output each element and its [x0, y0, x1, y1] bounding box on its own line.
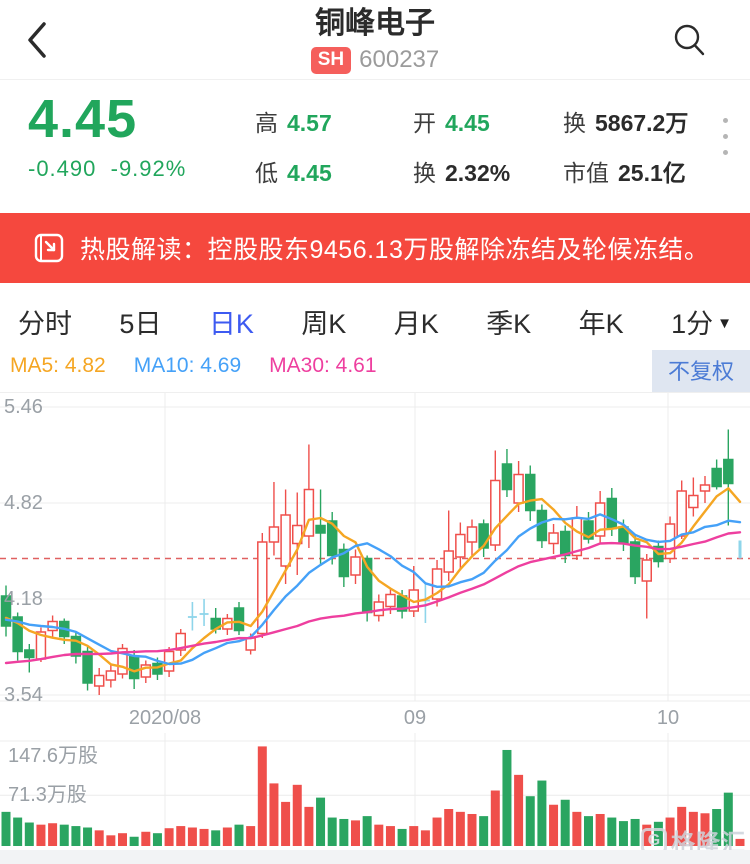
tab-5day[interactable]: 5日	[119, 308, 162, 339]
stat-high: 高 4.57	[255, 110, 332, 136]
ma10-value: MA10: 4.69	[133, 354, 242, 377]
bottom-strip	[0, 850, 750, 864]
banner-text: 热股解读：控股股东9456.13万股解除冻结及轮候冻结。	[80, 236, 710, 264]
ma30-value: MA30: 4.61	[269, 354, 377, 377]
tab-monthly-k[interactable]: 月K	[393, 308, 439, 339]
period-tabs: 分时 5日 日K 周K 月K 季K 年K 1分 ▼	[0, 290, 750, 352]
exchange-badge: SH	[310, 46, 352, 74]
tab-yearly-k[interactable]: 年K	[578, 308, 624, 339]
search-icon	[674, 24, 705, 56]
tab-daily-k[interactable]: 日K	[208, 308, 254, 339]
page-title: 铜峰电子	[315, 7, 435, 40]
header-title-block: 铜峰电子 SH 600237	[0, 6, 750, 74]
indicator-row: MA5: 4.82 MA10: 4.69 MA30: 4.61 不复权	[0, 350, 750, 392]
stock-code: 600237	[359, 46, 440, 73]
price-change: -0.490 -9.92%	[28, 156, 186, 182]
stat-volume: 换 5867.2万	[563, 110, 689, 136]
caret-down-icon: ▼	[717, 314, 732, 332]
back-button[interactable]	[18, 16, 58, 64]
stat-turnover-rate: 换 2.32%	[413, 160, 511, 186]
stat-low: 低 4.45	[255, 160, 332, 186]
change-percent: -9.92%	[110, 156, 187, 181]
kline-chart-area[interactable]: 5.46 4.82 4.18 3.54 2020/08 09 10 147.6万…	[0, 392, 750, 864]
change-value: -0.490	[28, 156, 97, 181]
hot-news-icon	[34, 233, 64, 263]
quote-section: 4.45 -0.490 -9.92% 高 4.57 低 4.45 开 4.45 换 2.…	[0, 80, 750, 212]
ma5-value: MA5: 4.82	[10, 354, 106, 377]
stat-open: 开 4.45	[413, 110, 490, 136]
news-banner[interactable]: 热股解读：控股股东9456.13万股解除冻结及轮候冻结。	[0, 213, 750, 283]
adjust-mode-chip[interactable]: 不复权	[651, 350, 750, 392]
stat-market-cap: 市值 25.1亿	[563, 160, 686, 186]
more-menu-button[interactable]	[719, 114, 732, 159]
tab-fenshi[interactable]: 分时	[18, 308, 72, 339]
current-price: 4.45	[28, 89, 138, 149]
search-button[interactable]	[670, 18, 710, 62]
tab-weekly-k[interactable]: 周K	[301, 308, 347, 339]
header: 铜峰电子 SH 600237	[0, 0, 750, 80]
kline-chart-canvas[interactable]	[0, 393, 750, 864]
tab-minute-dropdown[interactable]: 1分 ▼	[671, 308, 732, 339]
back-chevron-icon	[28, 22, 46, 58]
tab-quarterly-k[interactable]: 季K	[486, 308, 532, 339]
